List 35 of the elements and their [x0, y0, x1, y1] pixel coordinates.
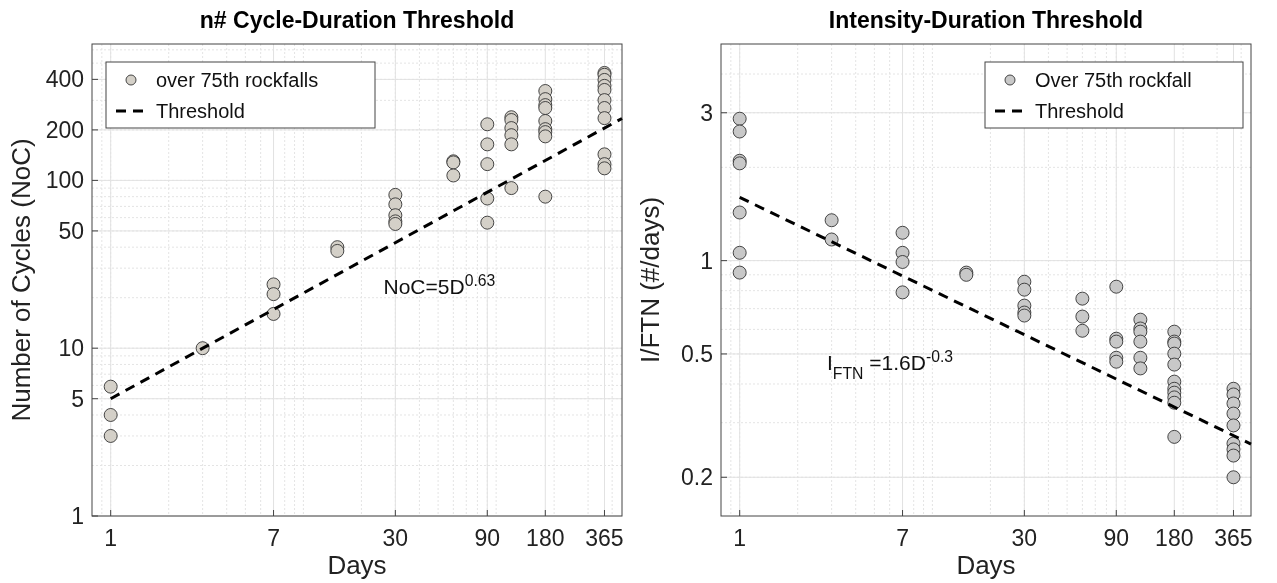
y-tick-label: 0.5	[681, 340, 713, 367]
x-tick-label: 365	[1214, 525, 1253, 551]
y-tick-label: 200	[45, 116, 84, 143]
y-axis-title: I/FTN (#/days)	[635, 196, 665, 364]
x-tick-label: 7	[267, 525, 280, 551]
x-axis-title: Days	[327, 550, 387, 580]
x-tick-label: 1	[733, 525, 747, 551]
annotation: NoC=5D$^{0.63}$	[383, 271, 496, 299]
chart-title: Intensity-Duration Threshold	[828, 7, 1144, 33]
y-tick-label: 1	[700, 247, 713, 274]
legend-label: Threshold	[1035, 100, 1124, 122]
x-tick-label: 90	[474, 525, 501, 551]
y-tick-label: 10	[58, 335, 84, 362]
chart-title: n# Cycle-Duration Threshold	[199, 7, 515, 33]
legend-label: Over 75th rockfall	[1035, 69, 1192, 91]
x-tick-label: 1	[104, 525, 118, 551]
x-tick-label: 180	[1155, 525, 1194, 551]
x-tick-label: 365	[585, 525, 624, 551]
x-axis-title: Days	[956, 550, 1016, 580]
y-tick-label: 5	[71, 385, 84, 412]
y-axis-title: Number of Cycles (NoC)	[6, 138, 36, 422]
annotation: I$_{FTN}$ =1.6D$^{-0.3}$	[827, 347, 954, 382]
x-tick-label: 30	[1011, 525, 1038, 551]
y-tick-label: 50	[58, 217, 84, 244]
y-tick-label: 1	[71, 503, 84, 529]
y-tick-label: 100	[45, 167, 84, 194]
y-tick-label: 0.2	[681, 464, 713, 491]
x-tick-label: 180	[526, 525, 565, 551]
x-tick-label: 90	[1103, 525, 1130, 551]
x-tick-label: 7	[896, 525, 909, 551]
y-tick-label: 3	[700, 99, 713, 126]
legend-label: Threshold	[156, 100, 245, 122]
legend-label: over 75th rockfalls	[156, 69, 319, 91]
y-tick-label: 400	[45, 66, 84, 93]
x-tick-label: 30	[382, 525, 409, 551]
